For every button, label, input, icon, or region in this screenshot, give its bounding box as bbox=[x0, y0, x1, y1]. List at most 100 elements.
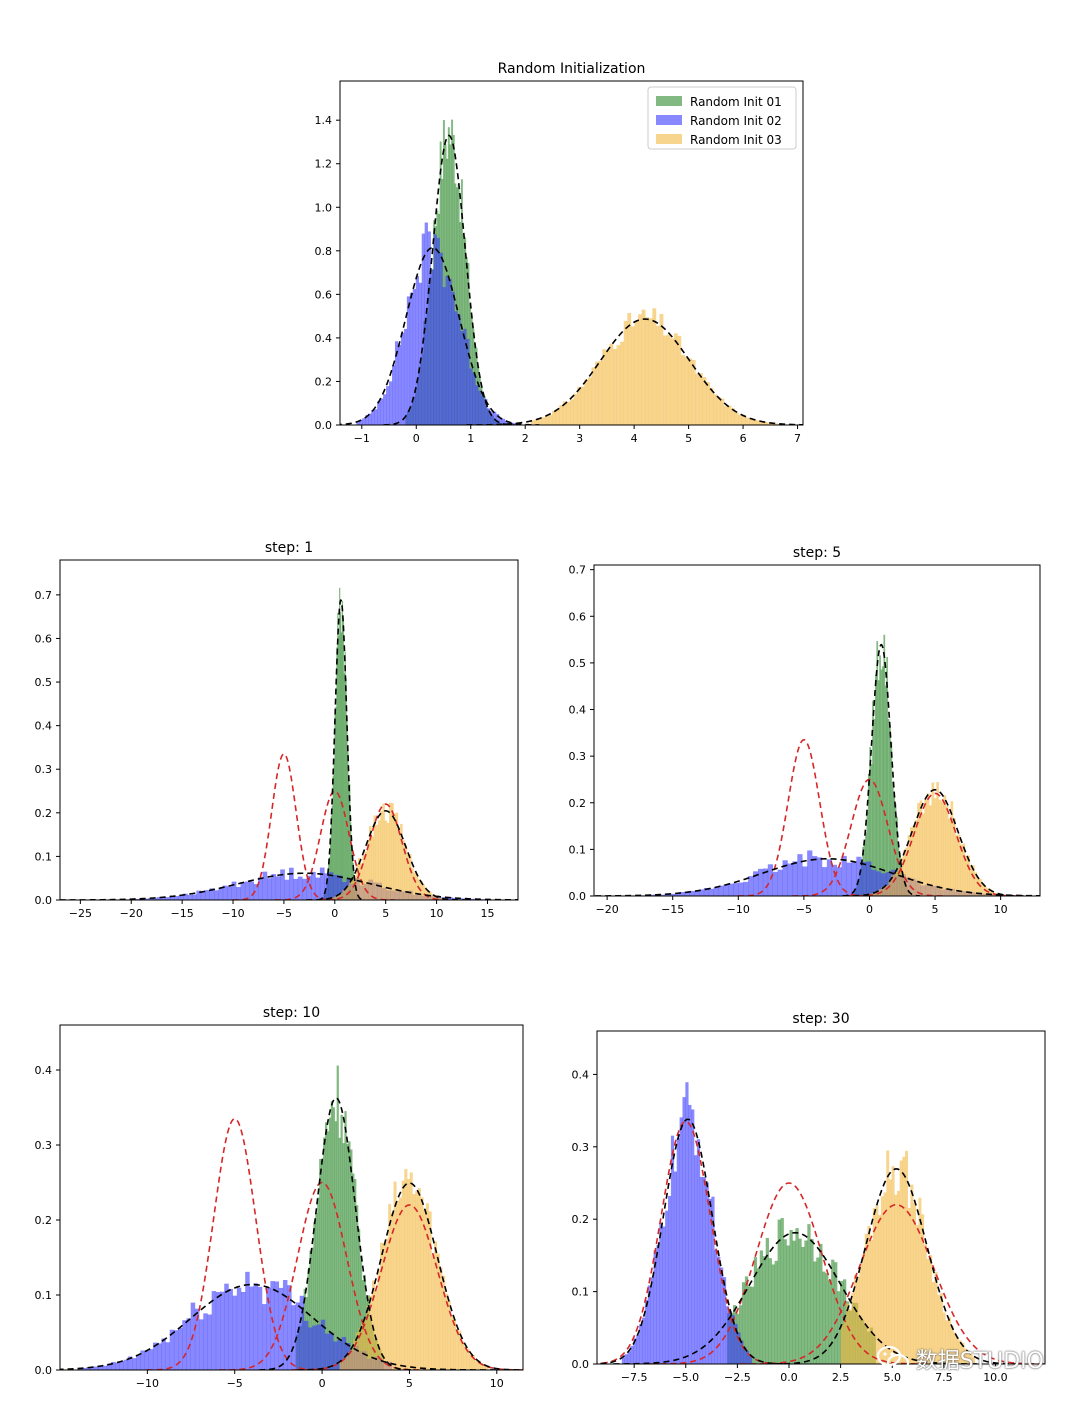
histogram-bar-1 bbox=[289, 867, 294, 900]
histogram-bar-2 bbox=[905, 1150, 909, 1364]
histogram-bar-2 bbox=[937, 1294, 941, 1364]
histogram-bar-2 bbox=[942, 1312, 946, 1364]
histogram-bar-1 bbox=[866, 861, 872, 896]
legend-label: Random Init 02 bbox=[690, 114, 782, 128]
histogram-bar-0 bbox=[332, 1107, 335, 1370]
histogram-bar-2 bbox=[854, 1274, 858, 1364]
histogram-bar-1 bbox=[200, 891, 206, 900]
x-tick-label: −10 bbox=[221, 907, 244, 920]
histogram-bar-2 bbox=[883, 885, 887, 896]
histogram-bar-1 bbox=[665, 1210, 669, 1364]
histogram-bar-1 bbox=[90, 1366, 95, 1370]
histogram-bar-1 bbox=[240, 882, 246, 900]
plot-area bbox=[60, 587, 518, 900]
histogram-bar-1 bbox=[812, 856, 818, 896]
histogram-bar-1 bbox=[807, 850, 813, 896]
y-tick-label: 0.8 bbox=[315, 245, 333, 258]
histogram-bar-1 bbox=[433, 234, 437, 425]
histogram-bar-1 bbox=[424, 222, 428, 425]
histogram-bar-1 bbox=[131, 1358, 137, 1370]
histogram-bar-2 bbox=[436, 1253, 440, 1370]
x-tick-label: 15 bbox=[480, 907, 494, 920]
histogram-bar-2 bbox=[969, 1352, 973, 1364]
histogram-bar-2 bbox=[425, 1203, 429, 1370]
histogram-bar-2 bbox=[713, 394, 718, 425]
histogram-bar-2 bbox=[355, 864, 359, 900]
legend-swatch bbox=[656, 96, 682, 106]
histogram-bar-2 bbox=[431, 1255, 435, 1370]
axes-frame bbox=[59, 1024, 524, 1371]
x-tick-label: 5 bbox=[406, 1377, 413, 1390]
histogram-bar-1 bbox=[746, 1350, 750, 1364]
histogram-bar-0 bbox=[339, 587, 341, 900]
y-tick-label: 0.2 bbox=[569, 797, 587, 810]
histogram-bar-2 bbox=[393, 1181, 397, 1370]
histogram-bar-2 bbox=[943, 795, 947, 896]
histogram-bar-1 bbox=[659, 1223, 663, 1364]
histogram-bar-1 bbox=[463, 328, 467, 425]
histogram-bar-0 bbox=[756, 1268, 761, 1364]
histogram-bar-1 bbox=[851, 861, 857, 896]
histogram-bar-2 bbox=[469, 1354, 473, 1370]
y-tick-label: 0.1 bbox=[569, 843, 587, 856]
histogram-bar-1 bbox=[728, 883, 734, 896]
histogram-bar-1 bbox=[400, 332, 405, 425]
histogram-bar-2 bbox=[890, 875, 894, 896]
histogram-bar-0 bbox=[887, 718, 890, 896]
x-tick-label: −25 bbox=[69, 907, 92, 920]
histogram-bar-1 bbox=[287, 1285, 292, 1370]
histogram-bar-1 bbox=[792, 861, 798, 896]
histogram-bar-1 bbox=[245, 1271, 250, 1370]
chart-title: step: 10 bbox=[263, 1005, 320, 1021]
histogram-bar-1 bbox=[703, 887, 710, 896]
histogram-bar-2 bbox=[458, 1330, 462, 1370]
histogram-bar-1 bbox=[743, 881, 749, 896]
histogram-bar-2 bbox=[979, 878, 982, 896]
histogram-bar-2 bbox=[382, 1243, 386, 1370]
histogram-bar-1 bbox=[442, 287, 446, 425]
histogram-bar-2 bbox=[369, 826, 372, 900]
histogram-bar-1 bbox=[211, 1291, 217, 1370]
histogram-bar-2 bbox=[921, 1214, 925, 1364]
histogram-bar-2 bbox=[972, 865, 975, 896]
histogram-bar-2 bbox=[670, 338, 675, 425]
histogram-bar-2 bbox=[899, 1160, 903, 1364]
histogram-bar-2 bbox=[988, 889, 992, 896]
histogram-bar-2 bbox=[335, 894, 339, 900]
histogram-bar-1 bbox=[261, 1304, 267, 1370]
x-tick-label: 0 bbox=[866, 903, 873, 916]
histogram-bar-2 bbox=[434, 1241, 438, 1370]
histogram-bar-2 bbox=[974, 872, 978, 896]
histogram-bar-2 bbox=[948, 818, 951, 896]
histogram-bar-2 bbox=[698, 373, 703, 425]
histogram-bar-1 bbox=[140, 1350, 145, 1370]
histogram-bar-0 bbox=[328, 1117, 332, 1370]
histogram-bar-2 bbox=[393, 813, 396, 900]
histogram-bar-2 bbox=[702, 377, 707, 425]
histogram-bar-2 bbox=[431, 894, 434, 900]
histogram-bar-1 bbox=[487, 408, 491, 425]
axes-frame bbox=[339, 80, 804, 426]
histogram-bar-2 bbox=[566, 401, 571, 425]
histogram-bar-1 bbox=[328, 872, 334, 900]
histogram-bar-1 bbox=[280, 869, 285, 900]
histogram-bar-1 bbox=[510, 422, 515, 425]
histogram-bar-1 bbox=[291, 1305, 296, 1370]
histogram-bar-1 bbox=[115, 1362, 120, 1370]
histogram-bar-1 bbox=[460, 331, 464, 425]
histogram-bar-2 bbox=[918, 1197, 922, 1364]
histogram-bar-1 bbox=[787, 863, 793, 896]
histogram-bar-1 bbox=[694, 1155, 698, 1364]
histogram-bar-1 bbox=[705, 1182, 709, 1364]
chart-step1: −25 −20 −15 −10 −5 0 5 10 15 0.0 0.1 0.2 0.3 0.4 0.5 0.… bbox=[35, 540, 519, 920]
histogram-bar-1 bbox=[224, 1283, 229, 1370]
legend-swatch bbox=[656, 115, 682, 125]
histogram-bar-2 bbox=[856, 1276, 860, 1364]
histogram-bar-0 bbox=[338, 635, 340, 900]
histogram-bar-1 bbox=[161, 1338, 166, 1370]
histogram-bar-0 bbox=[893, 793, 896, 896]
histogram-bar-0 bbox=[348, 775, 350, 900]
histogram-bar-2 bbox=[409, 853, 412, 900]
histogram-bar-1 bbox=[642, 1317, 646, 1364]
histogram-bar-1 bbox=[436, 237, 440, 425]
